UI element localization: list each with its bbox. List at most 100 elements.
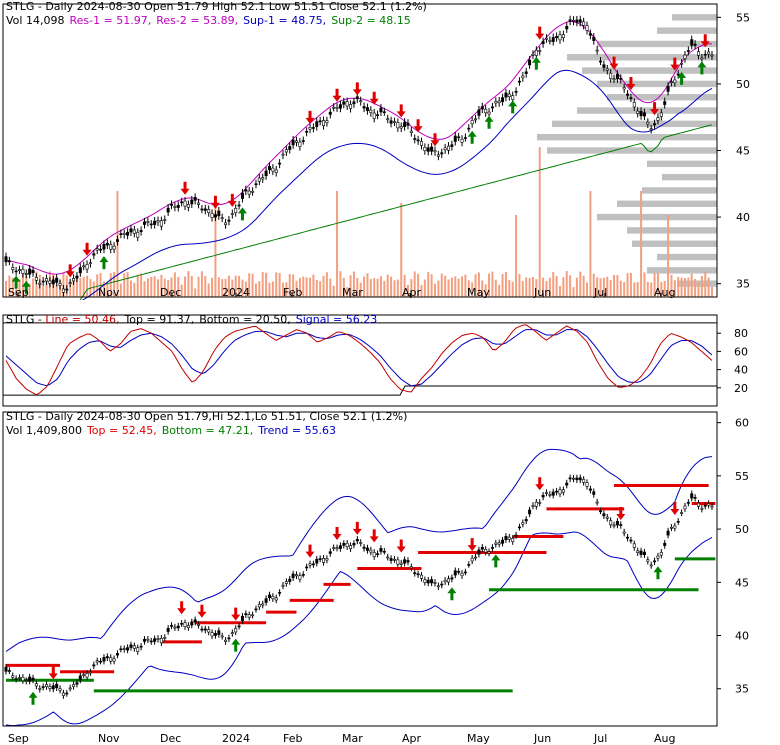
trend-candle-body bbox=[180, 623, 184, 625]
volume-bar bbox=[464, 274, 467, 297]
volume-bar bbox=[565, 271, 568, 297]
volume-bar bbox=[501, 273, 504, 297]
trend-candle-body bbox=[413, 572, 417, 575]
sell-arrow bbox=[670, 57, 680, 71]
trend-candle-body bbox=[213, 633, 217, 636]
oscillator-chart: 20 40 60 80 bbox=[2, 314, 748, 407]
volume-bar bbox=[434, 283, 437, 297]
trend-candle-body bbox=[433, 582, 437, 584]
trend-candle-body bbox=[207, 629, 211, 633]
volume-bar bbox=[474, 274, 477, 297]
buy-arrow bbox=[508, 100, 518, 114]
trend-candle-body bbox=[318, 558, 322, 560]
trend-candle-body bbox=[322, 558, 326, 563]
trend-candle-body bbox=[281, 584, 285, 587]
buy-arrow bbox=[467, 130, 477, 144]
candle-body bbox=[460, 138, 464, 143]
price-chart: 35 40 45 50 55 Sep Nov Dec 2024 Feb Mar Apr May Jun Ju… bbox=[2, 3, 750, 300]
volume-profile-bar bbox=[547, 147, 717, 154]
volume-bar bbox=[538, 147, 541, 297]
trend-candle-body bbox=[288, 578, 292, 582]
trend-candle-body bbox=[487, 551, 491, 554]
volume-bar bbox=[518, 273, 521, 297]
candle-body bbox=[335, 106, 339, 109]
candle-body bbox=[430, 146, 434, 152]
volume-bar bbox=[640, 191, 643, 297]
candle-body bbox=[416, 139, 420, 142]
trend-sell-arrow bbox=[670, 502, 680, 516]
candle-body bbox=[129, 228, 133, 233]
volume-bar bbox=[619, 280, 622, 297]
trend-candle-body bbox=[642, 551, 646, 556]
candle-body bbox=[710, 54, 714, 57]
candle-body bbox=[311, 127, 315, 129]
trend-candle-body bbox=[240, 615, 244, 621]
candle-body bbox=[514, 91, 518, 93]
candle-body bbox=[575, 19, 579, 23]
volume-profile-bar bbox=[672, 14, 717, 21]
x-tick-label: Jun bbox=[533, 286, 551, 299]
candle-body bbox=[622, 87, 626, 90]
candle-body bbox=[403, 121, 407, 127]
volume-bar bbox=[157, 279, 160, 297]
buy-arrow bbox=[237, 207, 247, 221]
trend-sell-arrow bbox=[352, 521, 362, 535]
candle-body bbox=[561, 34, 565, 39]
volume-profile-bar bbox=[642, 187, 717, 194]
trend-candle-body bbox=[132, 645, 136, 649]
candle-body bbox=[457, 136, 461, 139]
trend-candle-body bbox=[497, 542, 501, 545]
candle-body bbox=[399, 126, 403, 129]
trend-candle-body bbox=[227, 637, 231, 640]
trend-candle-body bbox=[68, 687, 72, 690]
volume-bar bbox=[471, 282, 474, 297]
trend-candle-body bbox=[501, 539, 505, 544]
trend-candle-body bbox=[710, 505, 714, 508]
trend-candle-body bbox=[311, 563, 315, 566]
sell-arrow bbox=[650, 102, 660, 116]
candle-body bbox=[450, 144, 454, 147]
candle-body bbox=[254, 183, 258, 186]
trend-legend: Vol 1,409,800 Top = 52.45, Bottom = 47.21,… bbox=[6, 424, 341, 437]
candle-body bbox=[666, 86, 670, 92]
volume-bar bbox=[309, 277, 312, 297]
x-tick-label: Aug bbox=[654, 286, 675, 299]
trend-candle-body bbox=[305, 566, 309, 569]
volume-bar bbox=[319, 281, 322, 297]
trend-candle-body bbox=[484, 548, 488, 553]
trend-candle-body bbox=[632, 543, 636, 548]
volume-bar bbox=[231, 279, 234, 297]
trend-legend-volume: Vol 1,409,800 bbox=[6, 424, 82, 437]
candle-body bbox=[551, 37, 555, 42]
volume-bar bbox=[292, 274, 295, 297]
trend-sell-arrow bbox=[231, 607, 241, 621]
candle-body bbox=[14, 270, 18, 273]
volume-bar bbox=[217, 277, 220, 297]
volume-bar bbox=[82, 276, 85, 297]
trend-buy-arrow bbox=[653, 566, 663, 580]
trend-candle-body bbox=[656, 555, 660, 559]
candle-body bbox=[295, 140, 299, 143]
volume-bar bbox=[454, 276, 457, 297]
candle-body bbox=[85, 264, 89, 270]
trend-candle-body bbox=[38, 688, 42, 690]
candle-body bbox=[463, 137, 467, 139]
candle-body bbox=[568, 19, 572, 22]
trend-candle-body bbox=[460, 572, 464, 577]
candle-body bbox=[440, 152, 444, 155]
candle-body bbox=[696, 51, 700, 56]
volume-bar bbox=[32, 278, 35, 297]
candle-body bbox=[372, 112, 376, 119]
trend-candle-body bbox=[308, 563, 312, 566]
candle-body bbox=[406, 122, 410, 126]
trend-candle-body bbox=[95, 660, 99, 663]
trend-candle-body bbox=[244, 613, 248, 616]
volume-bar bbox=[643, 272, 646, 297]
trend-x-tick-label: Dec bbox=[160, 732, 181, 745]
volume-bar bbox=[548, 277, 551, 297]
trend-candle-body bbox=[653, 560, 657, 563]
volume-bar bbox=[8, 275, 11, 297]
volume-bar bbox=[494, 279, 497, 297]
trend-candle-body bbox=[146, 638, 150, 641]
volume-bar bbox=[146, 278, 149, 297]
